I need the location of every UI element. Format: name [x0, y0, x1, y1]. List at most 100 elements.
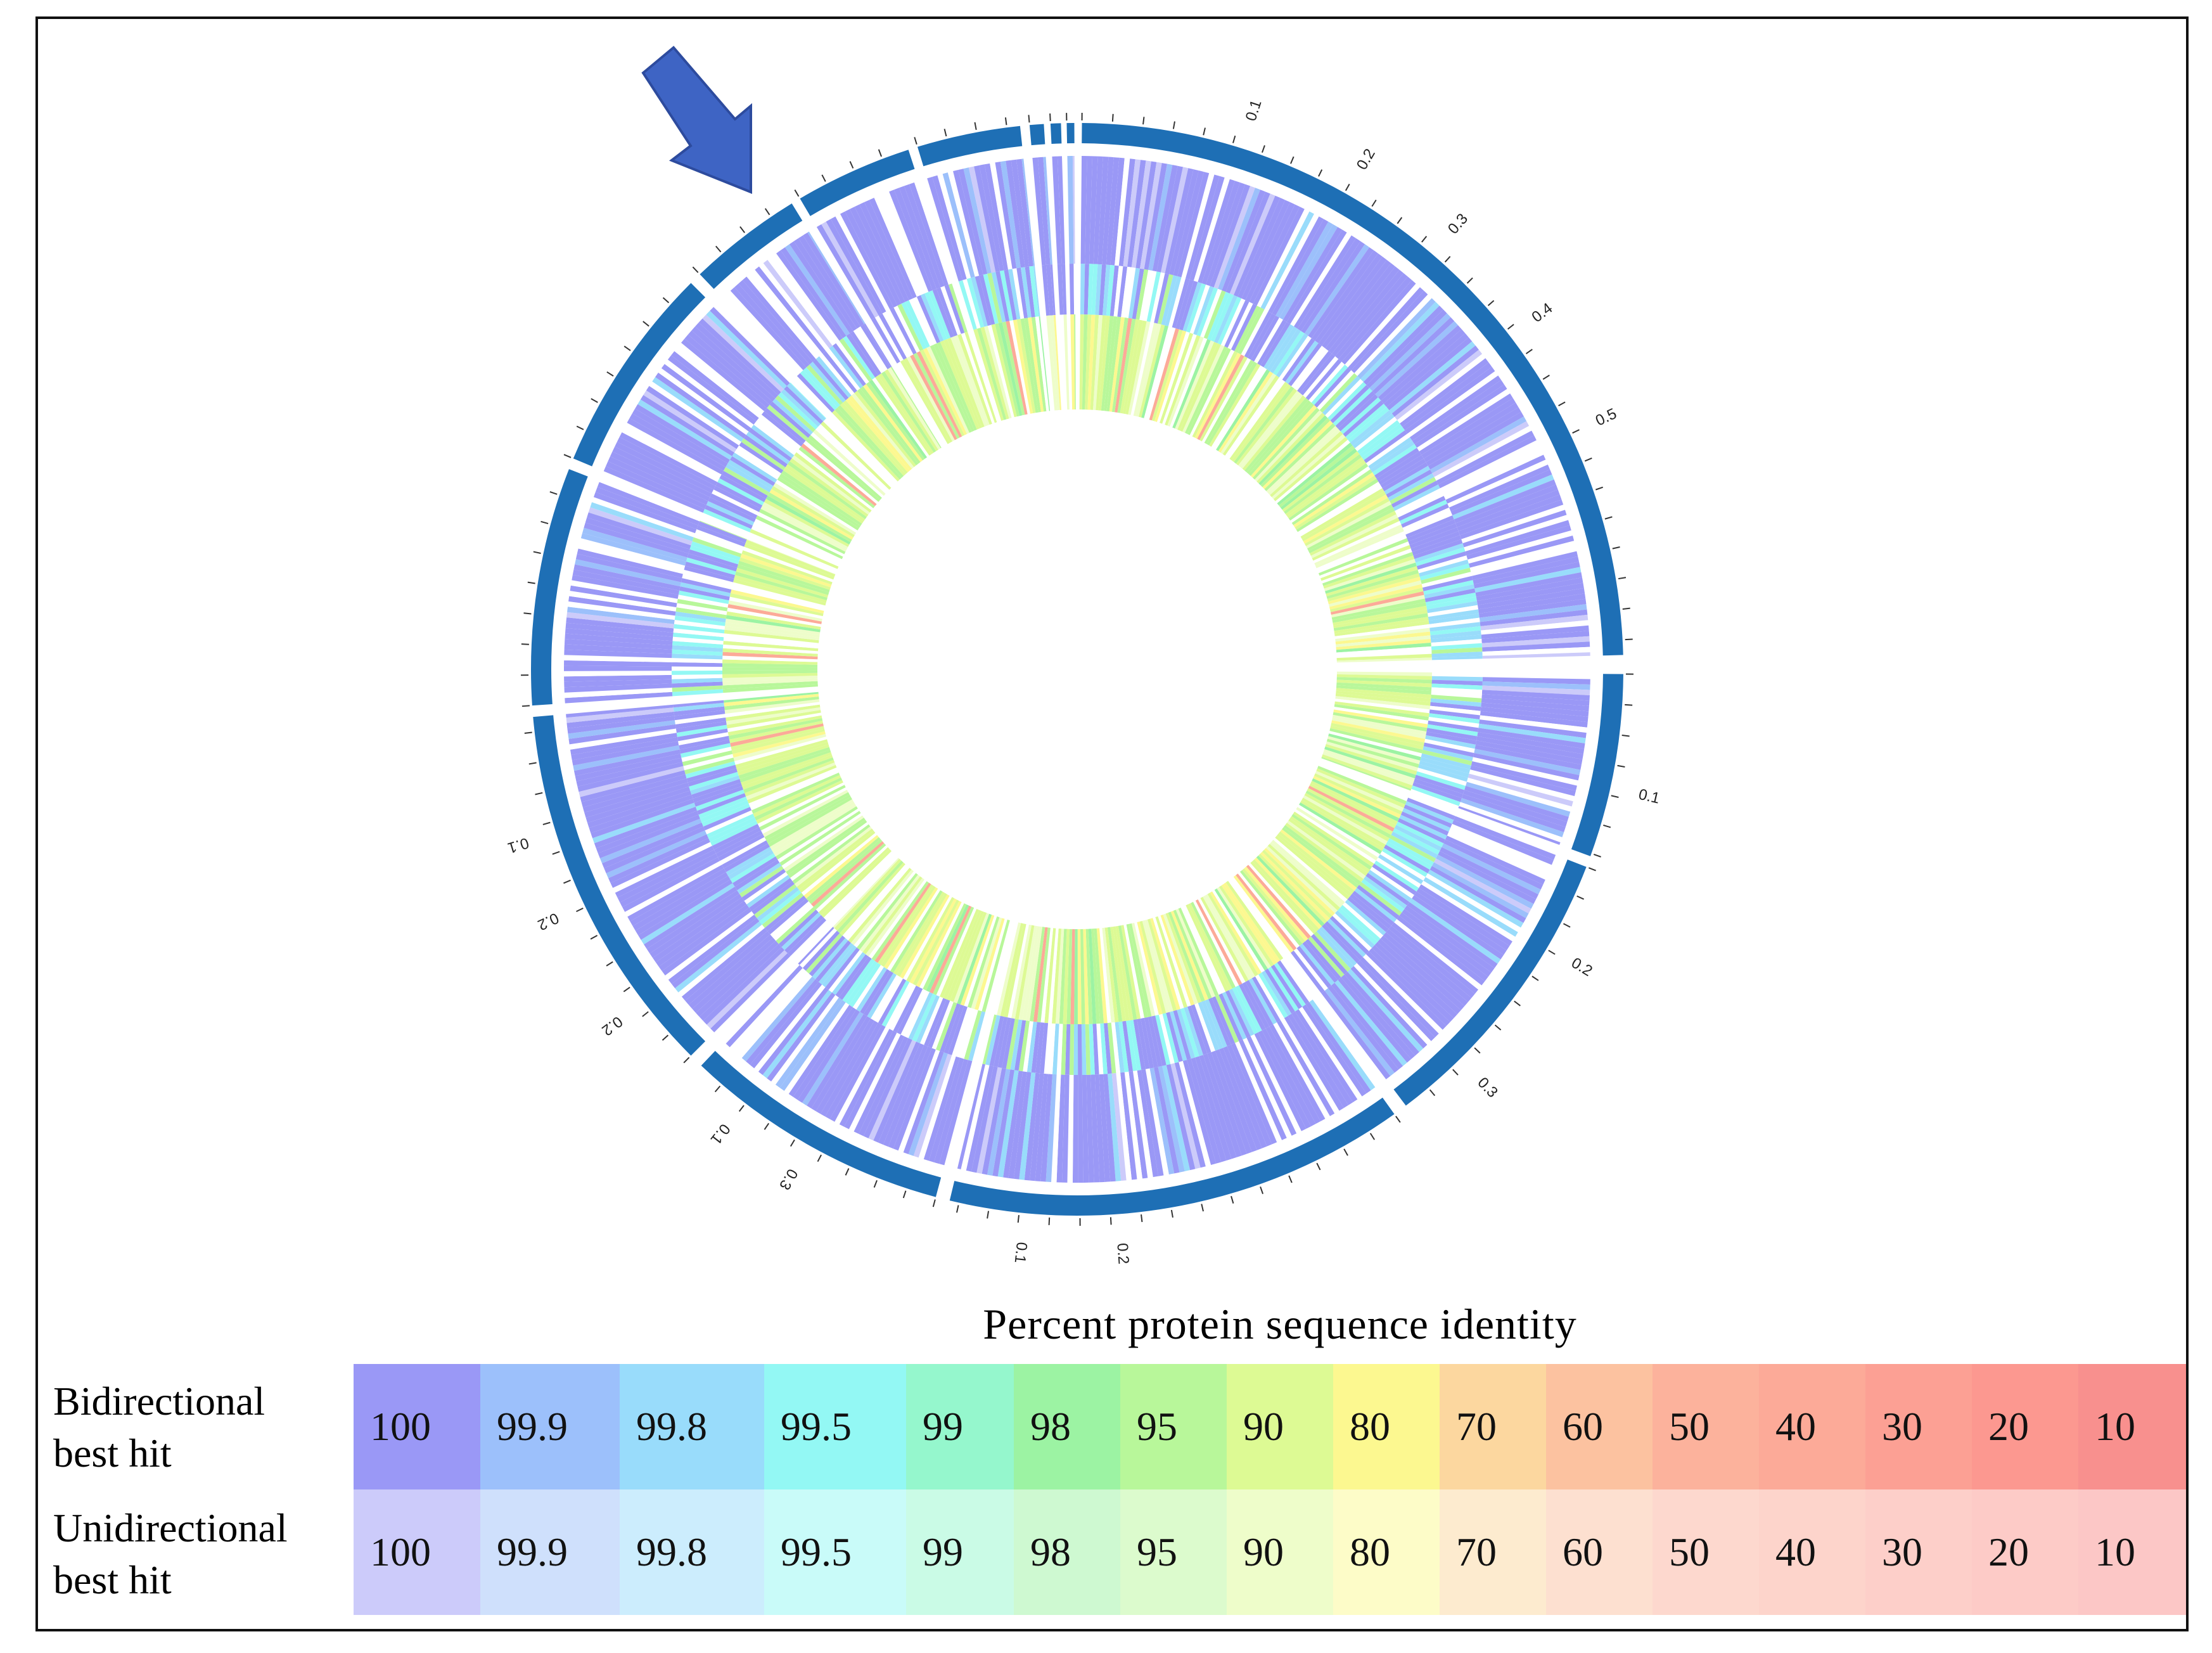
heatmap-cell: [729, 593, 824, 617]
heatmap-cell: [1436, 430, 1535, 485]
heatmap-cell: [958, 169, 988, 275]
heatmap-cell: [1431, 679, 1483, 686]
heatmap-cell: [722, 667, 818, 671]
heatmap-cell: [588, 507, 693, 546]
heatmap-cell: [743, 757, 834, 794]
heatmap-cell: [683, 754, 734, 771]
heatmap-cell: [706, 311, 787, 389]
heatmap-cell: [834, 408, 902, 480]
legend-cell-unidir-99.8: 99.8: [620, 1489, 764, 1615]
heatmap-cell: [1408, 523, 1457, 545]
heatmap-cell: [1386, 337, 1473, 411]
heatmap-cell: [643, 390, 737, 453]
heatmap-cell: [1334, 698, 1430, 714]
heatmap-cell: [874, 315, 904, 362]
heatmap-cell: [646, 385, 739, 449]
heatmap-cell: [1294, 348, 1329, 391]
heatmap-cell: [1141, 1069, 1164, 1176]
heatmap-cell: [757, 782, 845, 827]
heatmap-cell: [987, 1069, 1011, 1176]
heatmap-cell: [728, 600, 822, 622]
heatmap-cell: [1308, 507, 1395, 554]
heatmap-cell: [1329, 728, 1423, 754]
heatmap-cell: [994, 1016, 1008, 1067]
heatmap-cell: [1154, 1067, 1180, 1174]
heatmap-cell: [846, 333, 879, 378]
heatmap-cell: [836, 860, 904, 934]
heatmap-cell: [1422, 746, 1473, 762]
heatmap-cell: [1350, 893, 1391, 929]
heatmap-cell: [572, 569, 680, 595]
heatmap-cell: [1124, 1071, 1142, 1180]
heatmap-cell: [936, 287, 958, 337]
heatmap-cell: [746, 875, 790, 908]
heatmap-cell: [1350, 966, 1428, 1049]
heatmap-cell: [857, 388, 919, 466]
heatmap-cell: [565, 633, 673, 646]
heatmap-cell: [1072, 1074, 1078, 1183]
heatmap-cell: [1186, 174, 1220, 280]
heatmap-cell: [1328, 580, 1422, 607]
heatmap-cell: [1061, 1074, 1070, 1183]
heatmap-cell: [1333, 388, 1372, 426]
heatmap-cell: [1338, 977, 1412, 1063]
heatmap-cell: [1197, 354, 1244, 441]
heatmap-cell: [874, 976, 904, 1023]
heatmap-cell: [570, 580, 678, 603]
heatmap-cell: [1080, 929, 1085, 1024]
heatmap-cell: [958, 280, 977, 330]
heatmap-cell: [931, 1000, 954, 1050]
heatmap-cell: [904, 990, 930, 1038]
heatmap-cell: [1050, 315, 1060, 411]
heatmap-cell: [1010, 1019, 1023, 1071]
scale-tick: [1542, 375, 1550, 380]
heatmap-cell: [1279, 335, 1312, 380]
heatmap-cell: [1035, 1022, 1045, 1074]
heatmap-cell: [675, 714, 726, 724]
heatmap-cell: [592, 497, 696, 537]
heatmap-cell: [764, 895, 807, 932]
heatmap-cell: [593, 492, 697, 534]
heatmap-cell: [757, 511, 845, 557]
heatmap-cell: [1272, 434, 1346, 499]
heatmap-cell: [1085, 314, 1092, 410]
heatmap-cell: [1198, 897, 1246, 984]
heatmap-cell: [696, 941, 779, 1017]
heatmap-cell: [725, 622, 820, 638]
heatmap-cell: [719, 837, 767, 865]
heatmap-cell: [577, 762, 684, 792]
heatmap-cell: [1477, 732, 1585, 754]
heatmap-cell: [851, 393, 914, 469]
scale-tick: [821, 174, 826, 182]
heatmap-cell: [1110, 157, 1125, 266]
heatmap-cell: [1186, 904, 1229, 992]
heatmap-cell: [722, 672, 818, 678]
heatmap-cell: [1273, 331, 1305, 376]
heatmap-cell: [1336, 650, 1432, 659]
heatmap-cell: [1423, 877, 1518, 937]
heatmap-cell: [1330, 725, 1424, 750]
heatmap-cell: [1469, 541, 1576, 572]
heatmap-cell: [1465, 520, 1570, 556]
heatmap-cell: [1152, 165, 1178, 272]
heatmap-cell: [1099, 1074, 1111, 1182]
heatmap-cell: [998, 322, 1023, 416]
heatmap-cell: [727, 607, 822, 627]
heatmap-cell: [934, 1058, 968, 1164]
heatmap-cell: [565, 622, 674, 637]
scale-tick: [845, 1167, 850, 1176]
heatmap-cell: [1251, 976, 1281, 1023]
heatmap-cell: [1085, 929, 1093, 1024]
heatmap-cell: [975, 276, 992, 326]
heatmap-cell: [1421, 572, 1472, 588]
heatmap-cell: [1372, 444, 1417, 476]
heatmap-cell: [1239, 870, 1303, 946]
heatmap-cell: [1223, 1046, 1267, 1148]
heatmap-cell: [1093, 315, 1103, 411]
heatmap-cell: [665, 911, 755, 980]
scale-tick: [1452, 1069, 1459, 1076]
heatmap-cell: [1460, 499, 1564, 539]
heatmap-cell: [1394, 919, 1482, 990]
heatmap-cell: [1150, 272, 1165, 323]
heatmap-cell: [1291, 950, 1325, 994]
